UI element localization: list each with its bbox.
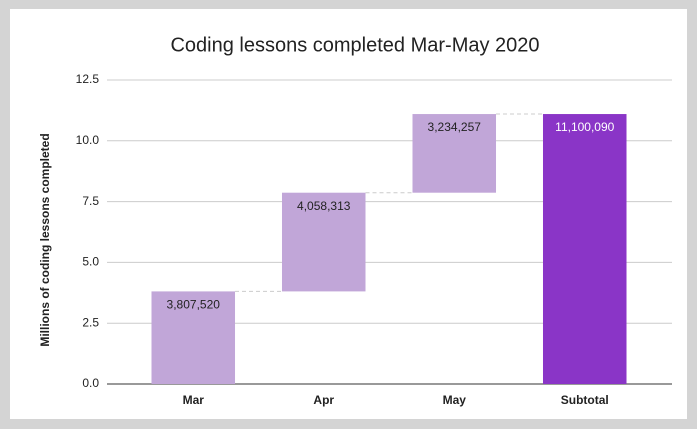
y-tick-label: 7.5 (82, 194, 99, 208)
x-tick-label: Subtotal (561, 393, 609, 407)
x-tick-label: Apr (313, 393, 334, 407)
value-label: 3,234,257 (428, 120, 482, 134)
y-tick-label: 12.5 (76, 72, 100, 86)
value-label: 11,100,090 (555, 120, 614, 134)
bar (281, 192, 366, 292)
value-label: 4,058,313 (297, 199, 351, 213)
x-tick-label: May (443, 393, 467, 407)
y-tick-label: 5.0 (82, 255, 99, 269)
y-tick-label: 2.5 (82, 315, 99, 329)
bar (542, 114, 627, 385)
y-tick-label: 0.0 (82, 376, 99, 390)
chart-title: Coding lessons completed Mar-May 2020 (170, 34, 539, 56)
value-label: 3,807,520 (167, 298, 221, 312)
bar (151, 291, 236, 384)
y-tick-label: 10.0 (76, 133, 100, 147)
x-tick-label: Mar (183, 393, 205, 407)
bar (412, 114, 497, 193)
y-axis-label: Millions of coding lessons completed (38, 133, 52, 346)
